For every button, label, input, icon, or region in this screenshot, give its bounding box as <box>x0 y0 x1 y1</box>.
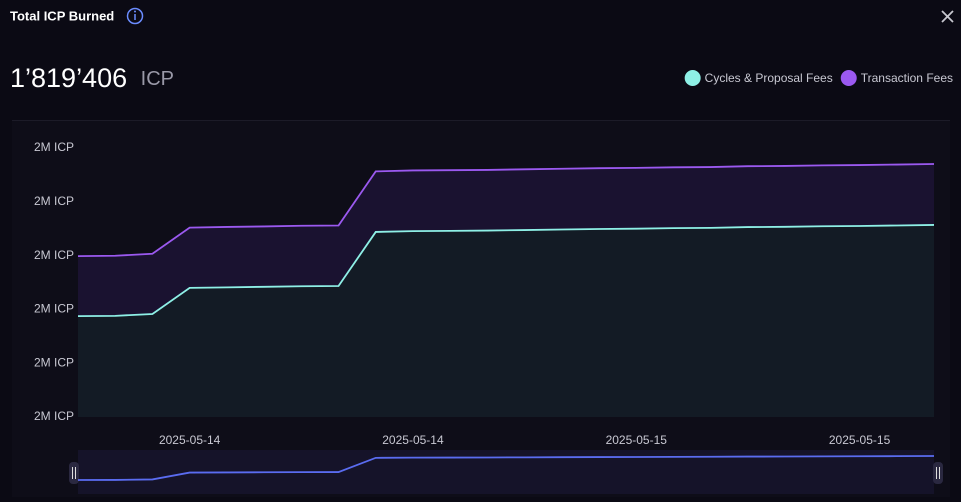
y-tick-label: 2M ICP <box>34 302 74 316</box>
navigator-line <box>77 455 935 481</box>
x-tick-label: 2025-05-15 <box>829 433 891 447</box>
navigator-handle-right[interactable] <box>933 462 943 484</box>
series-line <box>77 224 935 318</box>
legend-label: Cycles & Proposal Fees <box>705 71 833 85</box>
area <box>78 163 934 317</box>
legend-swatch <box>684 70 701 86</box>
y-tick-label: 2M ICP <box>34 140 74 154</box>
total-number: 1’819’406 <box>10 63 127 93</box>
y-tick-label: 2M ICP <box>34 409 74 423</box>
area <box>78 224 934 417</box>
legend-swatch <box>840 70 857 86</box>
x-tick-label: 2025-05-14 <box>382 433 444 447</box>
series-line <box>77 163 935 258</box>
legend-label: Transaction Fees <box>861 71 953 85</box>
navigator-handle-left[interactable] <box>69 462 79 484</box>
y-tick-label: 2M ICP <box>34 355 74 369</box>
x-tick-label: 2025-05-15 <box>606 433 668 447</box>
y-tick-label: 2M ICP <box>34 248 74 262</box>
total-unit: ICP <box>141 68 174 90</box>
total-value: 1’819’406 ICP <box>10 63 174 93</box>
info-icon[interactable] <box>126 7 144 25</box>
x-tick-label: 2025-05-14 <box>159 433 221 447</box>
y-tick-label: 2M ICP <box>34 194 74 208</box>
title: Total ICP Burned <box>10 8 114 23</box>
close-button[interactable] <box>941 10 954 23</box>
